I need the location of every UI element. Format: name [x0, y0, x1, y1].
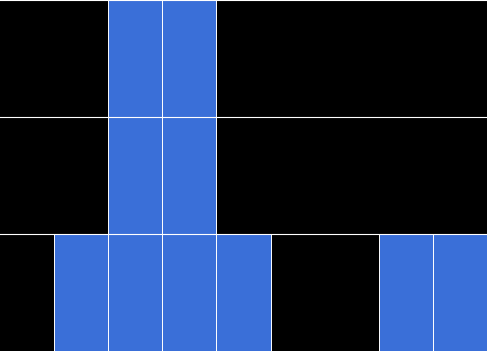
- Bar: [162, 0, 216, 351]
- Bar: [216, 234, 271, 351]
- Bar: [54, 234, 108, 351]
- Bar: [433, 234, 487, 351]
- Bar: [108, 0, 162, 351]
- Bar: [379, 234, 433, 351]
